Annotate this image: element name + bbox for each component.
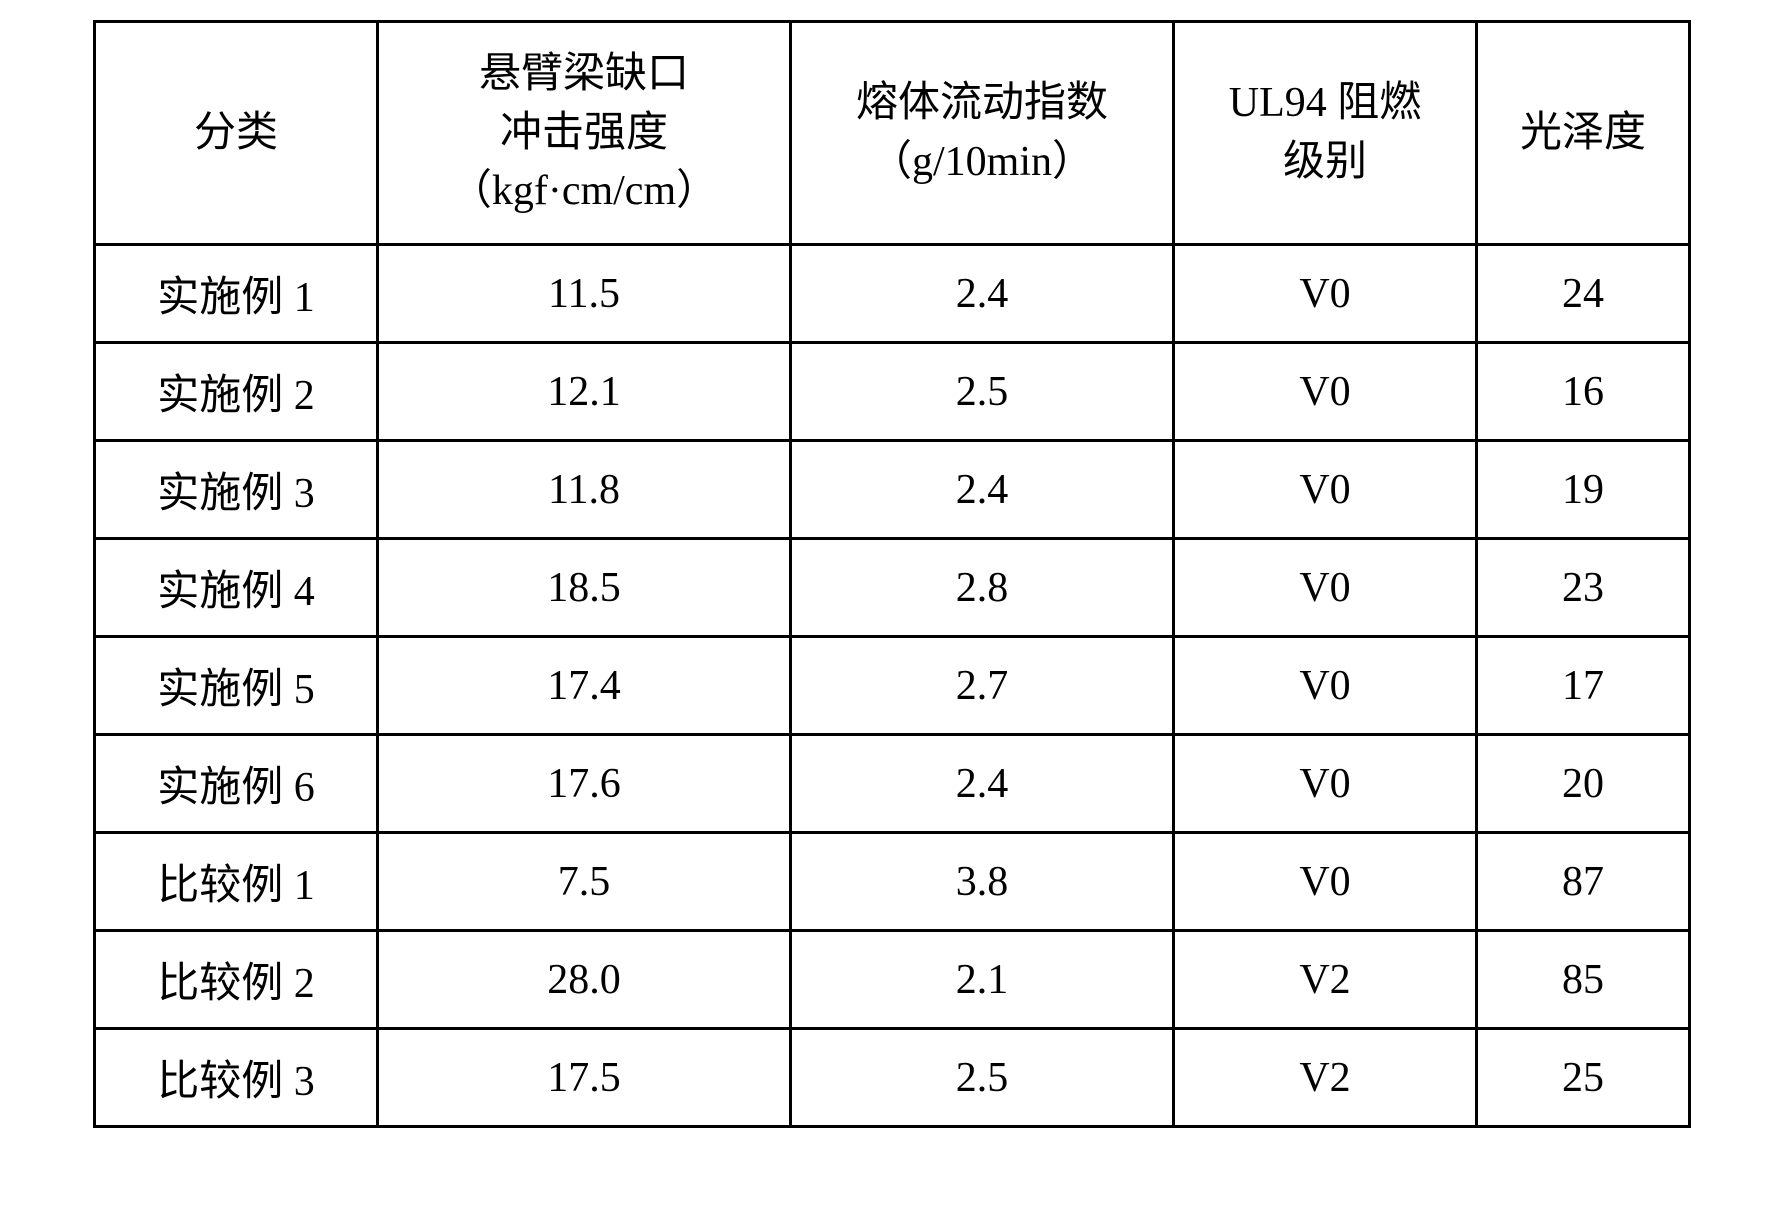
table-row: 比较例 2 28.0 2.1 V2 85 [95, 931, 1690, 1029]
cell-mfi: 2.1 [791, 931, 1174, 1029]
header-line: 级别 [1283, 133, 1367, 192]
cell-mfi: 3.8 [791, 833, 1174, 931]
table-row: 实施例 6 17.6 2.4 V0 20 [95, 735, 1690, 833]
data-table: 分类 悬臂梁缺口 冲击强度 （kgf·cm/cm） 熔体流动指数 （g/10mi… [93, 20, 1691, 1128]
cell-ul94: V0 [1174, 735, 1477, 833]
table-row: 实施例 5 17.4 2.7 V0 17 [95, 637, 1690, 735]
cell-mfi: 2.4 [791, 245, 1174, 343]
cell-category: 实施例 3 [95, 441, 378, 539]
cell-gloss: 24 [1477, 245, 1690, 343]
cell-category: 实施例 6 [95, 735, 378, 833]
table-row: 实施例 3 11.8 2.4 V0 19 [95, 441, 1690, 539]
table-row: 比较例 1 7.5 3.8 V0 87 [95, 833, 1690, 931]
header-label-1: 悬臂梁缺口 冲击强度 （kgf·cm/cm） [379, 45, 789, 221]
header-label-0: 分类 [96, 104, 376, 163]
header-label-3: UL94 阻燃 级别 [1175, 74, 1475, 192]
header-line: （g/10min） [870, 133, 1094, 192]
cell-category: 实施例 4 [95, 539, 378, 637]
table-header-category: 分类 [95, 22, 378, 245]
cell-mfi: 2.7 [791, 637, 1174, 735]
cell-izod: 17.4 [378, 637, 791, 735]
cell-izod: 11.8 [378, 441, 791, 539]
header-line: （kgf·cm/cm） [450, 162, 718, 221]
header-line: UL94 阻燃 [1229, 74, 1422, 133]
header-line: 光泽度 [1520, 104, 1646, 163]
cell-mfi: 2.4 [791, 441, 1174, 539]
cell-mfi: 2.5 [791, 1029, 1174, 1127]
cell-ul94: V0 [1174, 441, 1477, 539]
cell-category: 实施例 5 [95, 637, 378, 735]
table-body: 实施例 1 11.5 2.4 V0 24 实施例 2 12.1 2.5 V0 1… [95, 245, 1690, 1127]
header-line: 分类 [194, 104, 278, 163]
cell-gloss: 85 [1477, 931, 1690, 1029]
cell-izod: 28.0 [378, 931, 791, 1029]
cell-category: 比较例 2 [95, 931, 378, 1029]
cell-category: 比较例 1 [95, 833, 378, 931]
header-line: 冲击强度 [500, 104, 668, 163]
table-header-mfi: 熔体流动指数 （g/10min） [791, 22, 1174, 245]
header-label-2: 熔体流动指数 （g/10min） [792, 74, 1172, 192]
cell-ul94: V0 [1174, 343, 1477, 441]
cell-izod: 17.6 [378, 735, 791, 833]
cell-izod: 17.5 [378, 1029, 791, 1127]
cell-izod: 18.5 [378, 539, 791, 637]
cell-category: 实施例 2 [95, 343, 378, 441]
table-row: 比较例 3 17.5 2.5 V2 25 [95, 1029, 1690, 1127]
cell-izod: 7.5 [378, 833, 791, 931]
cell-ul94: V0 [1174, 637, 1477, 735]
cell-ul94: V2 [1174, 1029, 1477, 1127]
cell-ul94: V0 [1174, 245, 1477, 343]
table-header-gloss: 光泽度 [1477, 22, 1690, 245]
table-header-ul94: UL94 阻燃 级别 [1174, 22, 1477, 245]
cell-gloss: 17 [1477, 637, 1690, 735]
header-line: 熔体流动指数 [856, 74, 1108, 133]
cell-mfi: 2.8 [791, 539, 1174, 637]
cell-gloss: 19 [1477, 441, 1690, 539]
table-row: 实施例 2 12.1 2.5 V0 16 [95, 343, 1690, 441]
cell-gloss: 23 [1477, 539, 1690, 637]
cell-category: 实施例 1 [95, 245, 378, 343]
cell-ul94: V2 [1174, 931, 1477, 1029]
table-row: 实施例 1 11.5 2.4 V0 24 [95, 245, 1690, 343]
cell-gloss: 20 [1477, 735, 1690, 833]
table-row: 实施例 4 18.5 2.8 V0 23 [95, 539, 1690, 637]
cell-category: 比较例 3 [95, 1029, 378, 1127]
header-label-4: 光泽度 [1478, 104, 1688, 163]
table-header-izod: 悬臂梁缺口 冲击强度 （kgf·cm/cm） [378, 22, 791, 245]
table-header-row: 分类 悬臂梁缺口 冲击强度 （kgf·cm/cm） 熔体流动指数 （g/10mi… [95, 22, 1690, 245]
cell-mfi: 2.5 [791, 343, 1174, 441]
header-line: 悬臂梁缺口 [479, 45, 689, 104]
cell-gloss: 25 [1477, 1029, 1690, 1127]
cell-gloss: 16 [1477, 343, 1690, 441]
cell-izod: 11.5 [378, 245, 791, 343]
cell-gloss: 87 [1477, 833, 1690, 931]
cell-ul94: V0 [1174, 833, 1477, 931]
cell-ul94: V0 [1174, 539, 1477, 637]
cell-mfi: 2.4 [791, 735, 1174, 833]
cell-izod: 12.1 [378, 343, 791, 441]
